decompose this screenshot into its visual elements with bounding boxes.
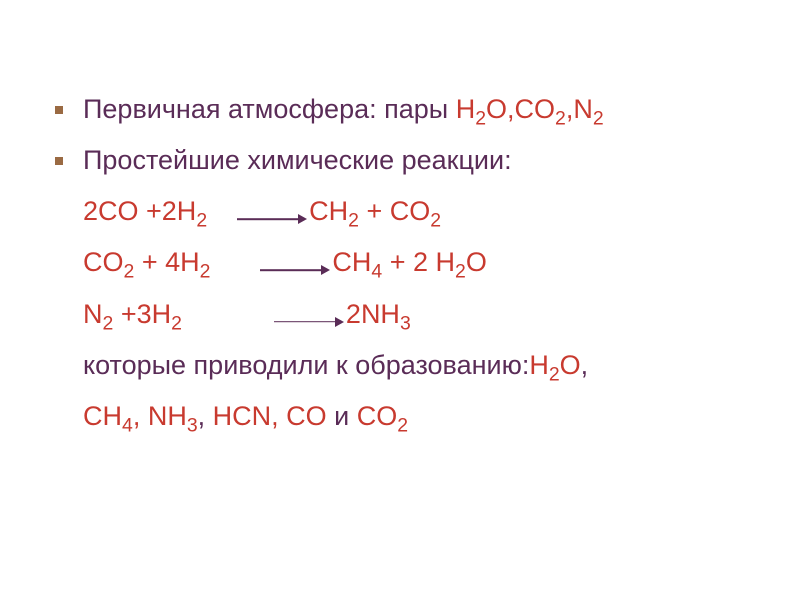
- b2-text: Простейшие химические реакции:: [83, 141, 512, 180]
- tail-line-2: CH4, NH3, HCN, CO и CO2: [55, 397, 755, 436]
- tail2-comma2: ,: [198, 401, 213, 431]
- rx1-rhs: CH2 + CO2: [309, 192, 441, 231]
- tail-line-1: которые приводили к образованию:H2O,: [55, 346, 755, 385]
- rx1-lhs: 2CO +2H2: [83, 192, 207, 231]
- b1-prefix: Первичная атмосфера: пары: [83, 94, 456, 124]
- tail2-chem3: HCN, CO: [213, 401, 327, 431]
- rx3-rhs: 2NH3: [346, 295, 411, 334]
- reaction-1: 2CO +2H2 CH2 + CO2: [55, 192, 755, 231]
- tail1-prefix: которые приводили к образованию:: [83, 350, 529, 380]
- bullet-line-1: Первичная атмосфера: пары H2O,CO2,N2: [55, 90, 755, 129]
- slide-content: Первичная атмосфера: пары H2O,CO2,N2 Про…: [55, 90, 755, 448]
- tail2-chem2: NH3: [148, 401, 198, 431]
- tail2-comma1: ,: [133, 401, 148, 431]
- bullet-icon: [55, 157, 63, 165]
- tail2-chem1: CH4: [83, 401, 133, 431]
- rx2-rhs: CH4 + 2 H2O: [332, 243, 486, 282]
- tail2-chem4: CO2: [357, 401, 408, 431]
- tail1-chem: H2O: [529, 350, 580, 380]
- rx2-lhs: CO2 + 4H2: [83, 243, 210, 282]
- bullet-icon: [55, 106, 63, 114]
- tail2-and: и: [327, 401, 357, 431]
- reaction-3: N2 +3H2 2NH3: [55, 295, 755, 334]
- b1-chem: H2O,CO2,N2: [456, 94, 604, 124]
- arrow-icon: [237, 218, 307, 220]
- tail1-suffix: ,: [581, 350, 589, 380]
- arrow-icon: [274, 321, 344, 323]
- reaction-2: CO2 + 4H2 CH4 + 2 H2O: [55, 243, 755, 282]
- rx3-lhs: N2 +3H2: [83, 295, 182, 334]
- arrow-icon: [260, 269, 330, 271]
- bullet-line-2: Простейшие химические реакции:: [55, 141, 755, 180]
